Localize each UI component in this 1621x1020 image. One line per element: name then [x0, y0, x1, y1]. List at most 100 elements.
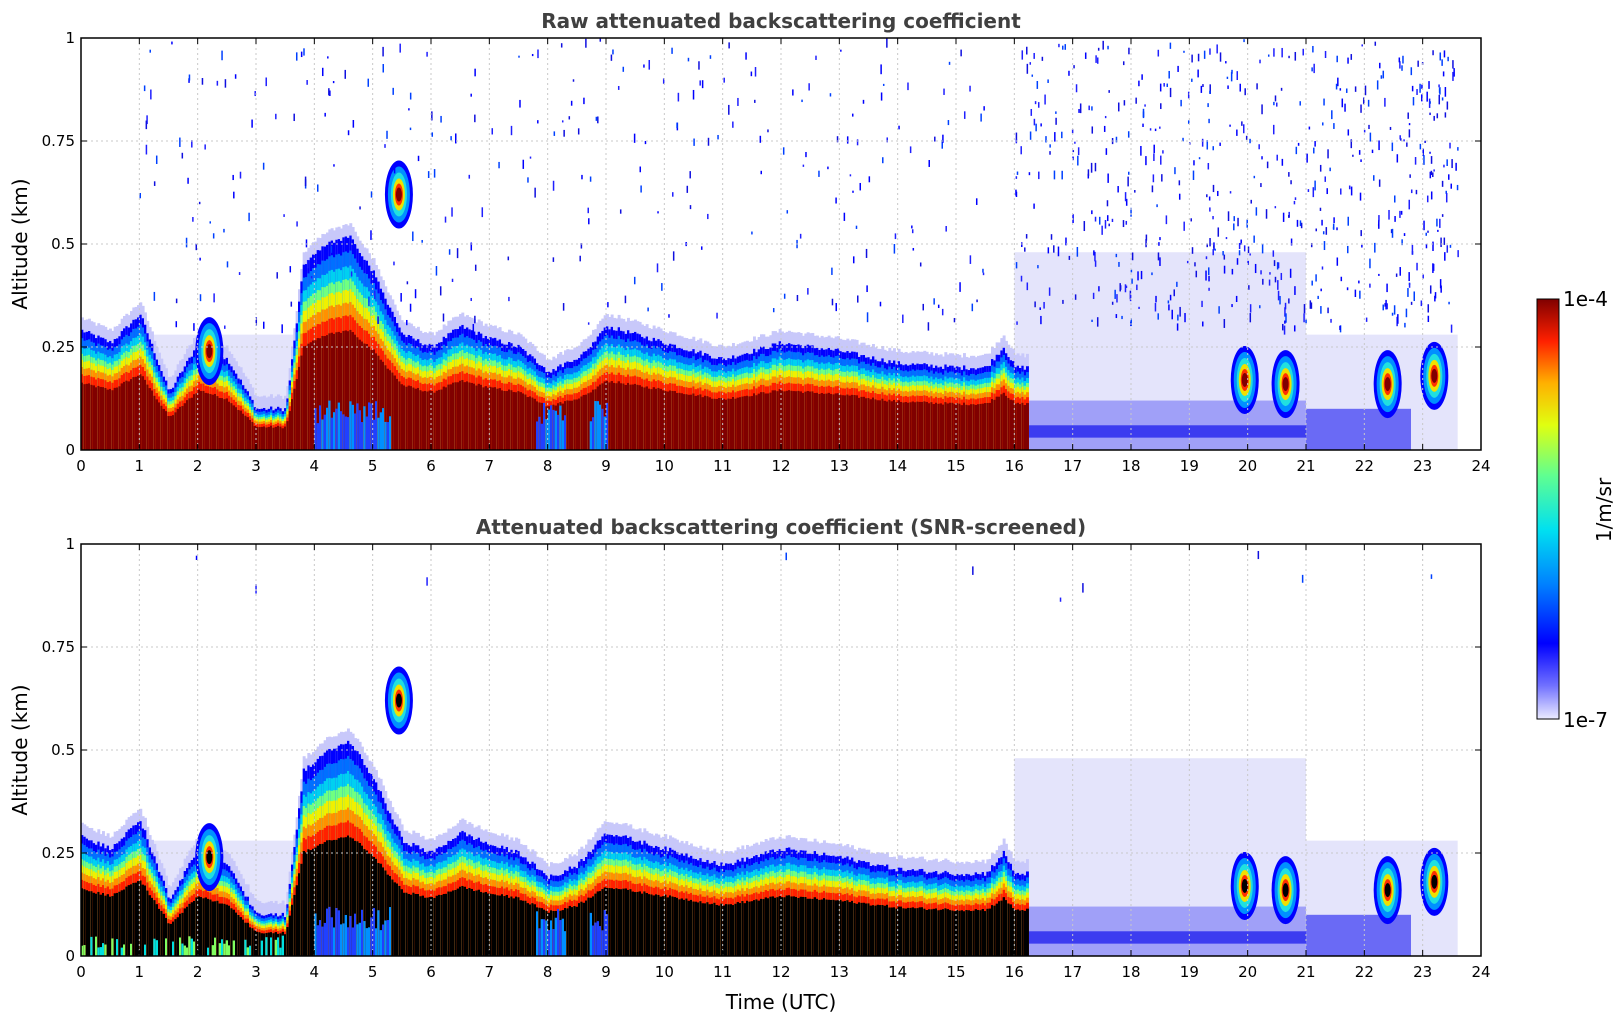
backscatter-column — [580, 396, 584, 450]
noise-speckle — [1212, 146, 1214, 151]
noise-speckle — [1136, 284, 1138, 291]
backscatter-column — [986, 402, 990, 450]
noise-speckle — [1138, 306, 1140, 309]
noise-speckle — [1212, 184, 1215, 193]
backscatter-column — [622, 383, 626, 450]
backscatter-column — [853, 395, 857, 450]
noise-speckle — [1050, 234, 1053, 240]
noise-speckle — [1452, 71, 1454, 81]
noise-speckle — [1348, 185, 1351, 190]
noise-speckle — [1388, 209, 1390, 220]
backscatter-column — [151, 390, 154, 450]
noise-speckle — [1169, 42, 1172, 49]
backscatter-column — [113, 387, 117, 450]
noise-speckle — [1094, 260, 1097, 267]
backscatter-column — [302, 346, 306, 450]
backscatter-column — [396, 378, 399, 450]
noise-speckle — [1358, 280, 1360, 284]
chart-title: Attenuated backscattering coefficient (S… — [476, 515, 1086, 539]
noise-speckle — [192, 217, 194, 222]
backscatter-column — [498, 388, 502, 450]
noise-speckle — [1193, 160, 1195, 166]
noise-speckle — [662, 78, 665, 84]
noise-speckle — [204, 144, 206, 150]
noise-speckle — [195, 243, 198, 251]
backscatter-column — [414, 388, 418, 450]
backscatter-column — [769, 392, 773, 450]
backscatter-column — [902, 402, 906, 450]
noise-speckle — [1415, 189, 1418, 195]
backscatter-column — [624, 384, 628, 450]
y-tick-label: 0.25 — [42, 338, 75, 356]
noise-speckle — [344, 69, 347, 79]
noise-speckle — [1098, 286, 1100, 292]
noise-speckle — [155, 155, 158, 164]
noise-speckle — [1320, 306, 1322, 314]
noise-speckle — [1243, 245, 1246, 252]
noise-speckle — [1265, 209, 1268, 219]
backscatter-column — [935, 402, 938, 450]
y-tick-label: 0 — [65, 441, 75, 459]
backscatter-column — [468, 382, 472, 450]
backscatter-column — [370, 403, 374, 450]
backscatter-column — [386, 368, 390, 450]
backscatter-column — [440, 389, 444, 450]
noise-speckle — [1225, 61, 1227, 64]
backscatter-column — [678, 392, 682, 450]
noise-speckle — [1361, 244, 1363, 248]
noise-speckle — [1367, 99, 1370, 107]
noise-speckle — [599, 38, 602, 42]
backscatter-column — [384, 421, 388, 450]
noise-speckle — [1054, 132, 1056, 142]
noise-speckle — [552, 257, 555, 262]
noise-speckle — [880, 92, 883, 101]
noise-speckle — [1077, 155, 1079, 166]
noise-speckle — [1409, 174, 1411, 178]
noise-speckle — [1290, 238, 1293, 246]
noise-speckle — [911, 229, 914, 234]
backscatter-column — [939, 403, 943, 450]
noise-speckle — [1231, 69, 1233, 74]
noise-speckle — [330, 245, 333, 253]
noise-speckle — [409, 127, 412, 131]
noise-speckle — [1412, 97, 1415, 106]
noise-speckle — [922, 303, 924, 311]
x-tick-label: 16 — [1005, 457, 1024, 475]
noise-speckle — [1339, 88, 1342, 91]
backscatter-column — [305, 345, 308, 450]
noise-speckle — [1090, 162, 1093, 173]
noise-speckle — [947, 120, 950, 126]
noise-speckle — [1128, 171, 1130, 175]
backscatter-column — [860, 396, 864, 450]
noise-speckle — [689, 205, 692, 210]
backscatter-column — [102, 892, 105, 956]
noise-speckle — [1020, 146, 1022, 155]
noise-speckle — [1276, 262, 1279, 270]
noise-speckle — [1049, 151, 1051, 155]
backscatter-column — [137, 375, 140, 450]
noise-speckle — [1153, 153, 1155, 162]
backscatter-column — [284, 426, 287, 450]
noise-speckle — [175, 321, 178, 328]
noise-speckle — [941, 139, 943, 149]
backscatter-column — [599, 404, 602, 450]
noise-speckle — [293, 113, 295, 122]
noise-speckle — [1394, 195, 1396, 203]
backscatter-column — [363, 406, 367, 450]
backscatter-column — [748, 396, 752, 450]
backscatter-column — [909, 402, 913, 450]
backscatter-column — [795, 391, 798, 450]
noise-speckle — [859, 182, 862, 191]
noise-speckle — [333, 164, 335, 167]
noise-speckle — [1444, 112, 1447, 118]
noise-speckle — [1217, 227, 1220, 237]
backscatter-column — [95, 936, 98, 956]
backscatter-column — [365, 344, 369, 450]
backscatter-column — [893, 399, 896, 450]
noise-speckle — [451, 207, 453, 217]
noise-speckle — [1098, 216, 1101, 225]
noise-speckle — [633, 133, 636, 143]
noise-speckle — [1402, 55, 1404, 64]
noise-speckle — [1117, 186, 1119, 193]
noise-speckle — [537, 49, 539, 59]
